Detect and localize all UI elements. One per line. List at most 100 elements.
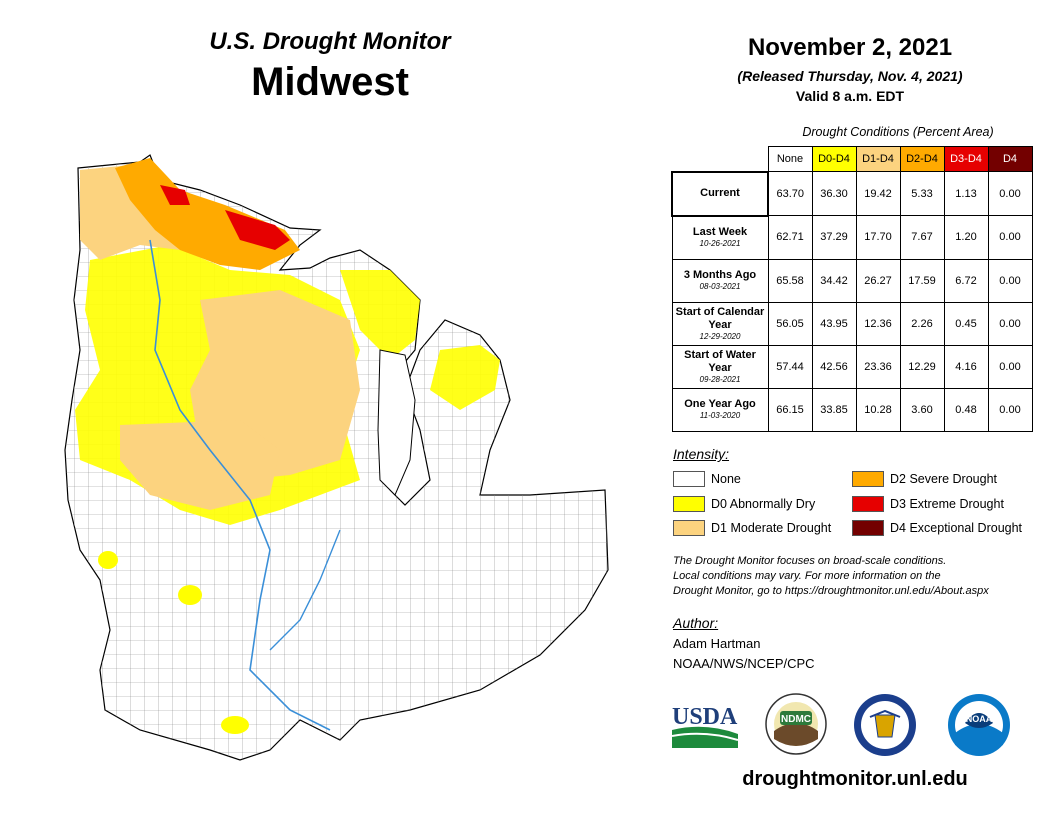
table-cell: 5.33 [899,171,945,216]
valid-time: Valid 8 a.m. EDT [795,88,905,104]
row-label: One Year Ago 11-03-2020 [671,387,769,432]
table-cell: 17.59 [899,258,945,303]
author-name: Adam Hartman [673,636,761,651]
row-date: 11-03-2020 [699,411,741,420]
row-date: 10-26-2021 [699,239,741,248]
author-org: NOAA/NWS/NCEP/CPC [673,656,815,671]
disclaimer-line: Local conditions may vary. For more info… [673,570,941,582]
row-date: 12-29-2020 [699,331,741,341]
lake-michigan [377,349,416,496]
row-label: Start of Water Year 09-28-2021 [671,344,769,389]
d3-area-arrowhead [225,210,290,250]
table-header-blank [672,147,768,172]
d0-area-se-mo [221,716,249,734]
table-caption: Drought Conditions (Percent Area) [802,125,994,139]
legend-label: D3 Extreme Drought [890,497,1004,511]
svg-text:NDMC: NDMC [781,714,811,725]
noaa-logo: NOAA [948,694,1010,756]
table-cell: 34.42 [811,258,857,303]
legend-item-d1: D1 Moderate Drought [673,520,831,536]
table-cell: 0.00 [987,301,1033,346]
legend-swatch [852,471,884,487]
table-cell: 23.36 [855,344,901,389]
table-cell: 0.00 [987,171,1033,216]
legend-label: D0 Abnormally Dry [711,497,816,511]
row-date: 08-03-2021 [699,282,741,291]
table-cell: 12.29 [899,344,945,389]
table-cell: 19.42 [855,171,901,216]
table-row: Last Week 10-26-2021 62.71 37.29 17.70 7.… [671,215,1033,260]
legend-label: D4 Exceptional Drought [890,521,1023,535]
legend-label: D2 Severe Drought [890,472,998,486]
table-cell: 63.70 [767,171,813,216]
table-header-cell: D1-D4 [855,146,901,172]
table-cell: 42.56 [811,344,857,389]
table-cell: 37.29 [811,215,857,260]
department-of-commerce-seal [854,694,916,756]
table-header-cell: D2-D4 [899,146,945,172]
mississippi-river [149,239,331,731]
map-date: November 2, 2021 [747,34,953,61]
table-row: Current 63.70 36.30 19.42 5.33 1.13 0.00 [671,170,1033,217]
disclaimer-line: The Drought Monitor focuses on broad-sca… [673,555,947,567]
ndmc-logo: NDMC [765,693,827,755]
title-block: U.S. Drought Monitor Midwest [150,28,510,105]
table-cell: 33.85 [811,387,857,432]
table-header-row: None D0-D4 D1-D4 D2-D4 D3-D4 D4 [672,146,1033,172]
table-cell: 0.00 [987,258,1033,303]
table-cell: 10.28 [855,387,901,432]
legend-swatch [673,496,705,512]
table-cell: 57.44 [767,344,813,389]
legend-item-d0: D0 Abnormally Dry [673,496,815,512]
table-header-cell: D0-D4 [811,146,857,172]
d3-area [160,185,190,205]
d0-area-mi-lower [430,345,500,410]
legend-swatch [852,496,884,512]
legend-swatch [673,520,705,536]
row-label: Start of Calendar Year 12-29-2020 [671,301,769,346]
row-label: 3 Months Ago 08-03-2021 [671,258,769,303]
table-cell: 0.00 [987,215,1033,260]
svg-text:USDA: USDA [672,704,738,730]
table-cell: 1.20 [943,215,989,260]
table-cell: 36.30 [811,171,857,216]
table-cell: 0.45 [943,301,989,346]
table-cell: 43.95 [811,301,857,346]
table-cell: 0.00 [987,344,1033,389]
map-subtitle: U.S. Drought Monitor [209,28,451,55]
table-cell: 4.16 [943,344,989,389]
legend-item-d2: D2 Severe Drought [852,471,997,487]
table-cell: 6.72 [943,258,989,303]
legend-swatch [673,471,705,487]
d0-area-ks [98,551,118,569]
table-cell: 56.05 [767,301,813,346]
table-cell: 66.15 [767,387,813,432]
table-row: One Year Ago 11-03-2020 66.15 33.85 10.28… [671,387,1033,432]
table-cell: 0.48 [943,387,989,432]
legend-swatch [852,520,884,536]
table-row: 3 Months Ago 08-03-2021 65.58 34.42 26.27… [671,258,1033,303]
legend-item-none: None [673,471,741,487]
legend-label: None [711,472,741,486]
svg-text:NOAA: NOAA [966,714,993,724]
legend-item-d4: D4 Exceptional Drought [852,520,1022,536]
ohio-river [269,529,341,651]
drought-conditions-table: None D0-D4 D1-D4 D2-D4 D3-D4 D4 Current … [671,146,1033,432]
table-cell: 65.58 [767,258,813,303]
table-header-cell: D4 [987,146,1033,172]
table-cell: 2.26 [899,301,945,346]
disclaimer-text: The Drought Monitor focuses on broad-sca… [673,554,1048,599]
table-cell: 17.70 [855,215,901,260]
legend-label: D1 Moderate Drought [711,521,832,535]
table-cell: 7.67 [899,215,945,260]
table-header-cell: D3-D4 [943,146,989,172]
legend-title: Intensity: [673,446,730,462]
date-block: November 2, 2021 (Released Thursday, Nov… [680,34,1020,104]
table-cell: 62.71 [767,215,813,260]
row-label: Last Week 10-26-2021 [671,215,769,260]
table-cell: 0.00 [987,387,1033,432]
site-url[interactable]: droughtmonitor.unl.edu [742,768,968,790]
table-cell: 26.27 [855,258,901,303]
table-cell: 12.36 [855,301,901,346]
table-row: Start of Calendar Year 12-29-2020 56.05 4… [671,301,1033,346]
